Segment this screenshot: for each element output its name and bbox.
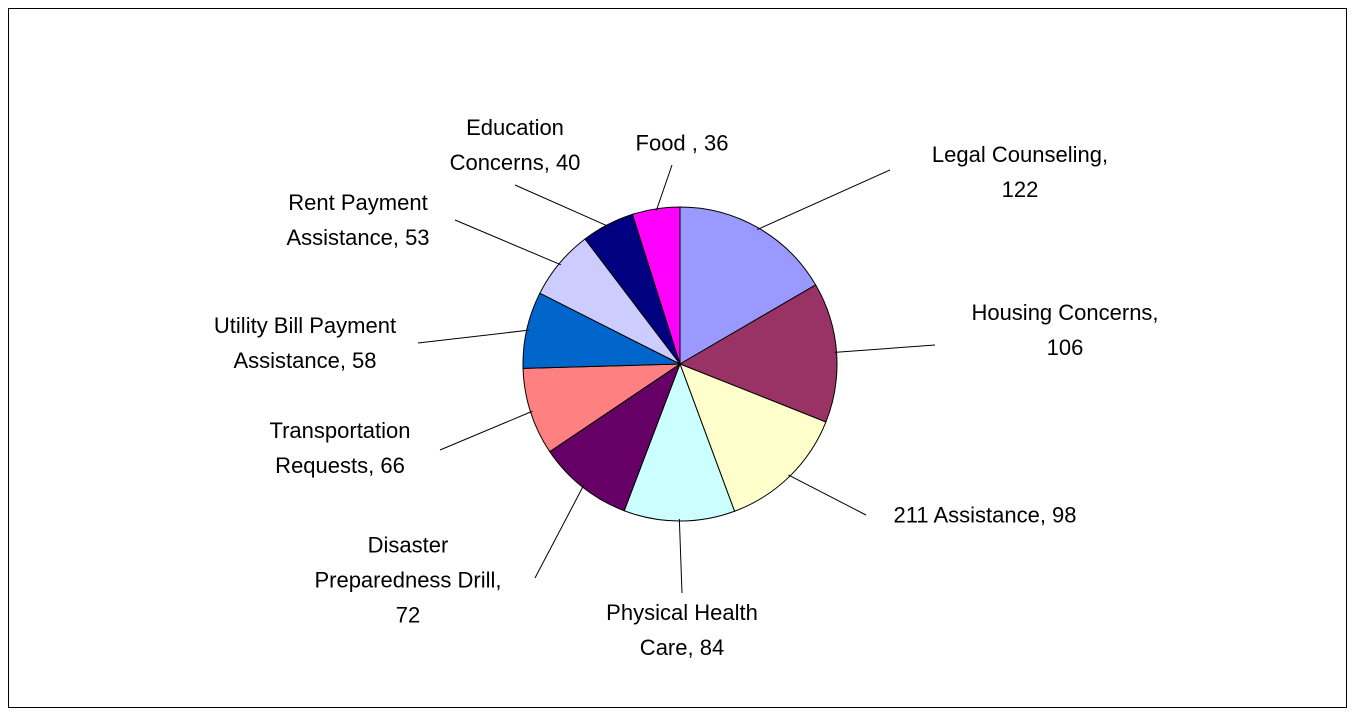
leader-line: [514, 184, 609, 227]
frame: [8, 8, 1347, 708]
data-label: Housing Concerns, 106: [971, 300, 1159, 360]
pie-slice: [631, 206, 681, 365]
data-label: 211 Assistance, 98: [893, 502, 1077, 528]
leader-line: [439, 410, 533, 451]
pie-slice: [679, 363, 827, 512]
pie-slice: [679, 206, 817, 365]
leader-line: [678, 518, 683, 594]
leader-line: [454, 219, 562, 266]
data-label: Legal Counseling, 122: [931, 142, 1109, 202]
leader-line: [757, 169, 891, 231]
data-label: Transportation Requests, 66: [269, 418, 411, 478]
data-label: Rent Payment Assistance, 53: [286, 190, 430, 250]
data-label: Utility Bill Payment Assistance, 58: [213, 313, 397, 373]
leader-line: [834, 344, 936, 353]
leader-line: [417, 329, 529, 344]
data-label: Physical Health Care, 84: [606, 600, 758, 660]
leader-line: [788, 474, 867, 516]
data-label: Disaster Preparedness Drill, 72: [314, 532, 502, 628]
leader-line: [534, 485, 585, 579]
data-label: Food , 36: [635, 130, 729, 156]
data-label: Education Concerns, 40: [449, 115, 581, 175]
leader-line: [655, 164, 673, 211]
